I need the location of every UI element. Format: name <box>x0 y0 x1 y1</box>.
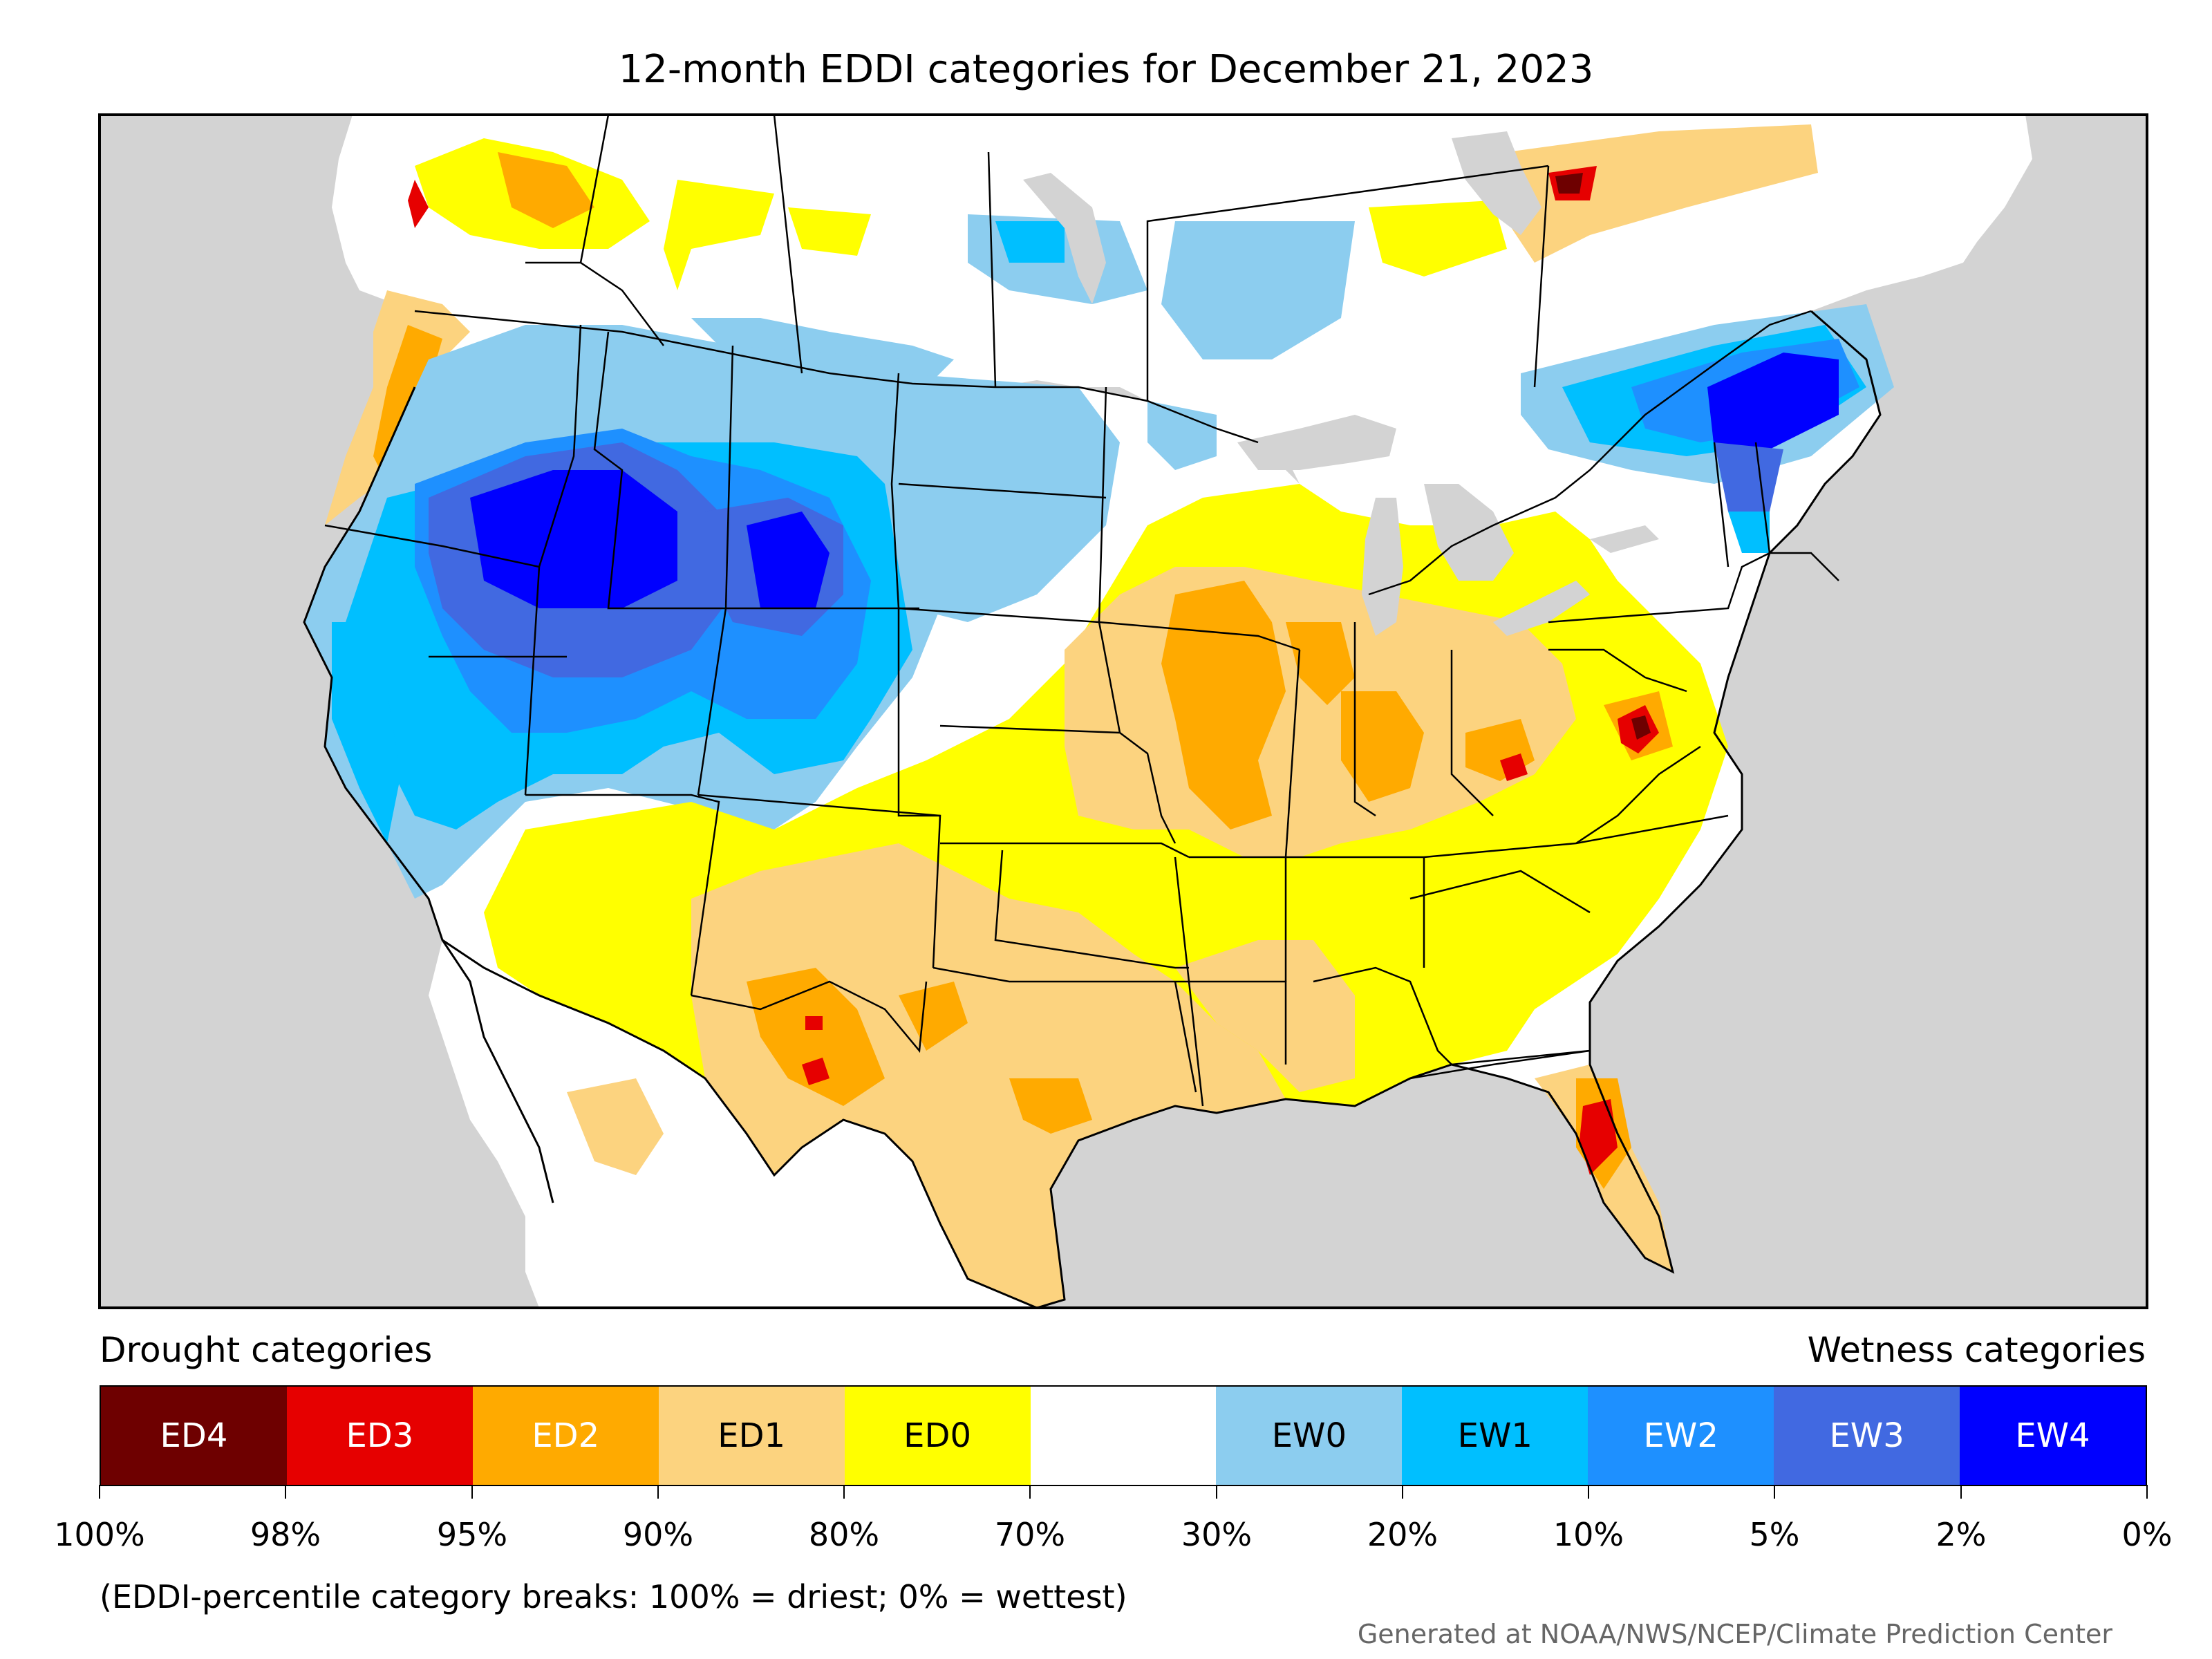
tick-mark <box>1960 1485 1962 1499</box>
tick-mark <box>1029 1485 1031 1499</box>
tick-label: 95% <box>436 1516 508 1553</box>
colorbar-segment-ed1: ED1 <box>658 1387 845 1485</box>
great-lakes <box>1023 131 1659 636</box>
colorbar-segment-ew3: EW3 <box>1774 1387 1960 1485</box>
drought-categories-heading: Drought categories <box>100 1330 433 1370</box>
tick-mark <box>1774 1485 1775 1499</box>
coastlines <box>303 310 1882 1308</box>
wetness-categories-heading: Wetness categories <box>1807 1330 2146 1370</box>
eddi-map <box>98 113 2148 1309</box>
tick-label: 70% <box>994 1516 1066 1553</box>
tick-mark <box>1588 1485 1589 1499</box>
tick-label: 5% <box>1749 1516 1800 1553</box>
tick-label: 90% <box>622 1516 694 1553</box>
percentile-ticks: 100% 98% 95% 90% 80% 70% 30% 20% 10% 5% 2% 0% <box>54 1485 2172 1568</box>
colorbar-segment-ed4: ED4 <box>101 1387 287 1485</box>
category-breaks-note: (EDDI-percentile category breaks: 100% =… <box>100 1578 1127 1615</box>
tick-mark <box>2146 1485 2148 1499</box>
tick-label: 20% <box>1367 1516 1438 1553</box>
category-colorbar: ED4 ED3 ED2 ED1 ED0 EW0 EW1 EW2 EW3 EW4 <box>100 1385 2147 1486</box>
tick-mark <box>285 1485 286 1499</box>
tick-label: 30% <box>1181 1516 1253 1553</box>
baja-peninsula <box>442 940 553 1230</box>
colorbar-segment-ew0: EW0 <box>1216 1387 1403 1485</box>
tick-label: 2% <box>1936 1516 1987 1553</box>
tick-label: 10% <box>1553 1516 1624 1553</box>
tick-label: 80% <box>808 1516 880 1553</box>
colorbar-segment-normal <box>1030 1387 1217 1485</box>
map-frame <box>98 113 2148 1309</box>
tick-mark <box>843 1485 845 1499</box>
tick-mark <box>99 1485 100 1499</box>
colorbar-segment-ew2: EW2 <box>1588 1387 1774 1485</box>
tick-mark <box>1216 1485 1217 1499</box>
tick-label: 100% <box>54 1516 145 1553</box>
state-borders <box>324 115 1839 1107</box>
tick-label: 98% <box>250 1516 321 1553</box>
colorbar-segment-ed0: ED0 <box>844 1387 1031 1485</box>
colorbar-segment-ed2: ED2 <box>472 1387 659 1485</box>
colorbar-segment-ew1: EW1 <box>1402 1387 1588 1485</box>
map-title: 12-month EDDI categories for December 21… <box>618 47 1594 92</box>
tick-mark <box>657 1485 659 1499</box>
mexico-land <box>429 940 1078 1308</box>
source-credit: Generated at NOAA/NWS/NCEP/Climate Predi… <box>1357 1619 2112 1649</box>
tick-mark <box>471 1485 473 1499</box>
colorbar-segment-ew4: EW4 <box>1960 1387 2146 1485</box>
eddi-category-regions <box>304 124 1894 1308</box>
tick-mark <box>1402 1485 1403 1499</box>
tick-label: 0% <box>2121 1516 2173 1553</box>
colorbar-segment-ed3: ED3 <box>286 1387 473 1485</box>
